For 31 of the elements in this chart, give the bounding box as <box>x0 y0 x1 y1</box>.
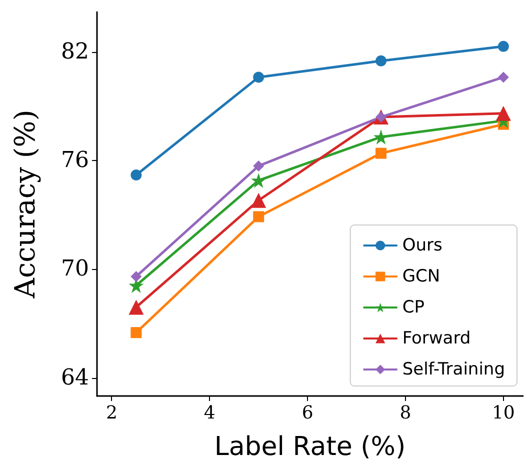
legend-label: Ours <box>402 236 442 256</box>
y-tick-label: 64 <box>61 365 89 390</box>
point <box>251 192 266 208</box>
point <box>253 72 264 83</box>
point <box>251 172 266 188</box>
legend-label: GCN <box>402 266 440 286</box>
point <box>130 270 142 282</box>
point <box>376 55 386 66</box>
y-tick-label: 70 <box>61 256 89 282</box>
point <box>496 106 511 121</box>
y-tick-label: 82 <box>61 39 89 64</box>
legend-label: Forward <box>402 328 471 348</box>
y-tick-label: 76 <box>61 148 89 174</box>
x-tick-label: 4 <box>204 402 216 424</box>
x-axis-title: Label Rate (%) <box>214 432 406 462</box>
point <box>253 211 264 222</box>
y-axis-title: Accuracy (%) <box>8 110 42 300</box>
point <box>498 40 509 52</box>
x-tick-label: 2 <box>106 402 118 424</box>
x-tick-label: 10 <box>492 402 515 424</box>
point <box>498 72 509 83</box>
x-tick-label: 6 <box>302 402 314 424</box>
point <box>253 160 264 172</box>
point <box>130 170 142 181</box>
point <box>128 300 144 315</box>
legend-label: CP <box>402 298 424 318</box>
x-tick-label: 8 <box>400 402 412 424</box>
point <box>376 148 386 159</box>
legend-label: Self-Training <box>402 360 506 380</box>
point <box>130 327 142 338</box>
point <box>374 129 388 144</box>
